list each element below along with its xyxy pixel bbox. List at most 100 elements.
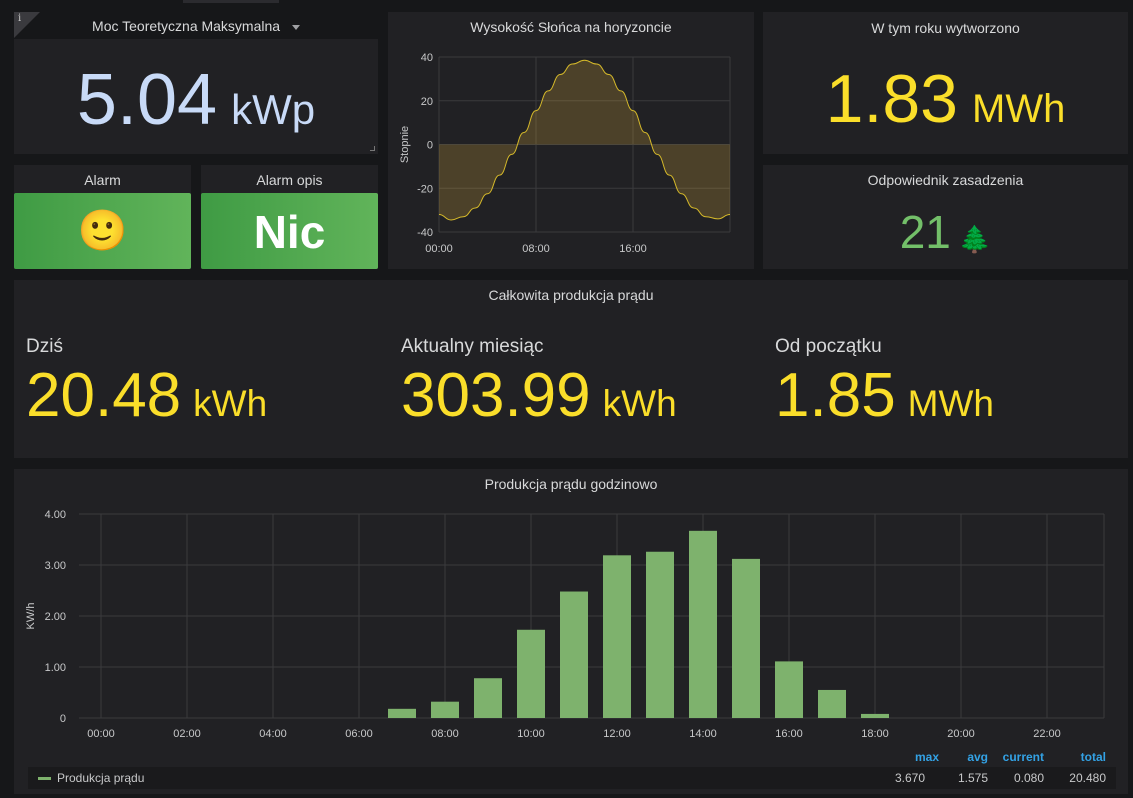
stat-value-month: 303.99 kWh [401,360,677,431]
info-letter: i [18,13,22,24]
x-tick-label: 08:00 [522,243,550,255]
stat-label-today: Dziś [26,336,63,357]
y-axis-label: Stopnie [399,126,411,163]
x-tick-label: 00:00 [425,243,453,255]
x-tick-label: 02:00 [173,728,201,740]
trees-number: 21 [899,206,951,258]
stat-unit: MWh [907,383,994,424]
x-tick-label: 04:00 [259,728,287,740]
panel-title: W tym roku wytworzono [871,20,1020,36]
panel-title: Odpowiednik zasadzenia [867,172,1024,188]
legend-value-current: 0.080 [1013,771,1044,785]
bar-hour-12 [603,555,631,718]
stat-label-since-start: Od początku [775,336,882,357]
legend-header-avg[interactable]: avg [967,750,988,764]
legend-row[interactable]: Produkcja prądu 3.670 1.575 0.080 20.480 [28,767,1116,789]
y-axis-label: KW/h [25,603,37,630]
y-tick-label: 0 [60,713,66,725]
y-tick-label: 4.00 [45,509,66,521]
max-power-unit: kWp [231,86,316,133]
stat-value-today: 20.48 kWh [26,360,267,431]
y-tick-label: 1.00 [45,662,66,674]
x-tick-label: 18:00 [861,728,889,740]
legend-value-avg: 1.575 [957,771,988,785]
panel-hourly-production: Produkcja prądu godzinowo 4.00 3.00 2.00 1.… [14,469,1128,794]
legend-header-max[interactable]: max [914,750,939,764]
x-tick-label: 00:00 [87,728,115,740]
max-power-number: 5.04 [76,60,218,140]
year-prod-number: 1.83 [825,61,959,137]
stat-unit: kWh [193,383,268,424]
legend-series-name[interactable]: Produkcja prądu [57,771,145,785]
trees-value: 21 🌲 [763,205,1128,259]
alarm-status-box: 🙂 [14,193,191,269]
y-tick-label: 20 [421,96,433,108]
sun-chart: 40 20 0 -20 -40 00:00 08:00 16:00 Stopnie [399,52,731,255]
stat-label-month: Aktualny miesiąc [401,336,544,357]
top-edge-tab [183,0,279,3]
resize-handle[interactable] [370,146,375,151]
bar-hour-15 [732,558,760,718]
y-tick-label: -40 [417,227,433,239]
y-tick-label: 3.00 [45,560,66,572]
panel-title: Wysokość Słońca na horyzoncie [470,19,672,35]
smiley-icon: 🙂 [77,209,128,253]
stat-number: 20.48 [26,361,182,430]
bar-hour-8 [431,701,459,718]
alarm-desc-box: Nic [201,193,378,269]
y-tick-label: -20 [417,183,433,195]
panel-alarm-desc: Alarm opis Nic [201,165,378,269]
legend-value-total: 20.480 [1069,771,1106,785]
bar-hour-11 [560,591,588,718]
panel-total-production: Całkowita produkcja prądu Dziś 20.48 kWh … [14,280,1128,458]
variable-header [14,12,378,39]
x-tick-label: 20:00 [947,728,975,740]
panel-title: Alarm [84,172,121,188]
legend-header-current[interactable]: current [1002,750,1044,764]
stat-unit: kWh [602,383,677,424]
info-corner-overlay[interactable]: i [14,12,40,38]
legend-header-total[interactable]: total [1080,750,1106,764]
sun-series-line [438,59,731,221]
panel-title: Całkowita produkcja prądu [488,287,654,303]
panel-title-dropdown[interactable]: Moc Teoretyczna Maksymalna [14,18,378,34]
hourly-chart: 4.00 3.00 2.00 1.00 0 00:00 02:00 04:00 06:00 08:… [25,509,1105,740]
bar-hour-9 [474,678,502,718]
x-tick-label: 16:00 [619,243,647,255]
bar-hour-7 [388,708,416,718]
panel-title: Moc Teoretyczna Maksymalna [92,18,281,34]
alarm-desc-value: Nic [253,206,326,258]
bar-hour-14 [689,530,717,718]
year-prod-value: 1.83 MWh [763,60,1128,138]
bar-hour-17 [818,689,846,718]
caret-down-icon [291,24,300,30]
x-tick-label: 22:00 [1033,728,1061,740]
sun-area-fill [439,60,730,220]
panel-alarm: Alarm 🙂 [14,165,191,269]
panel-title: Produkcja prądu godzinowo [484,476,658,492]
tree-icon: 🌲 [958,224,992,254]
year-prod-unit: MWh [972,87,1066,131]
panel-trees: Odpowiednik zasadzenia 21 🌲 [763,165,1128,269]
panel-year-production: W tym roku wytworzono 1.83 MWh [763,12,1128,154]
stat-value-since-start: 1.85 MWh [775,360,994,431]
stat-number: 1.85 [775,361,896,430]
legend-swatch [38,777,51,780]
bar-hour-16 [775,661,803,718]
bar-hour-13 [646,551,674,718]
bar-hour-10 [517,629,545,718]
y-tick-label: 40 [421,52,433,64]
x-tick-label: 16:00 [775,728,803,740]
x-tick-label: 08:00 [431,728,459,740]
max-power-value: 5.04 kWp [14,59,378,141]
y-tick-label: 2.00 [45,611,66,623]
panel-title: Alarm opis [256,172,323,188]
y-tick-label: 0 [427,140,433,152]
x-tick-label: 06:00 [345,728,373,740]
x-tick-label: 12:00 [603,728,631,740]
bar-hour-18 [861,713,889,718]
x-tick-label: 10:00 [517,728,545,740]
x-tick-label: 14:00 [689,728,717,740]
panel-sun-elevation: Wysokość Słońca na horyzoncie 40 20 0 -20 -4… [388,12,754,269]
